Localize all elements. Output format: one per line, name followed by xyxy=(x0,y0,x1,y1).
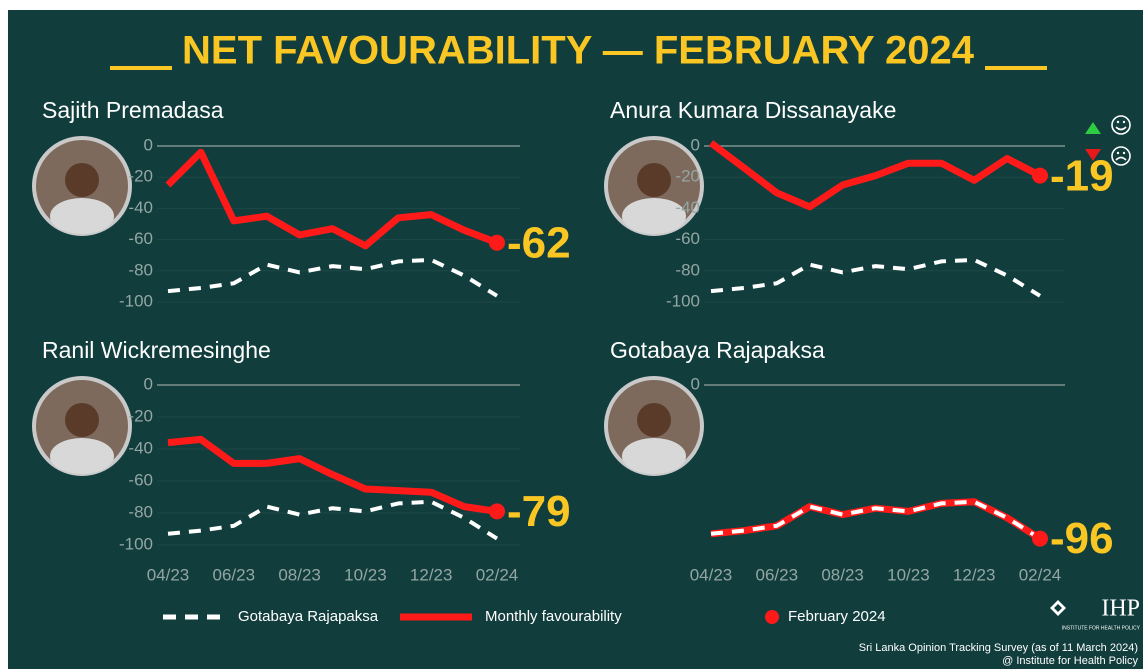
latest-point xyxy=(489,503,505,519)
y-tick-label: -40 xyxy=(128,198,153,217)
legend-label: February 2024 xyxy=(788,608,886,625)
logo: IHP xyxy=(1101,596,1140,622)
y-tick-label: -80 xyxy=(675,260,700,279)
portrait-figure xyxy=(50,198,114,234)
x-tick-label: 04/23 xyxy=(690,565,733,584)
y-tick-label: 0 xyxy=(144,135,153,154)
x-tick-label: 02/24 xyxy=(1019,565,1062,584)
title: NET FAVOURABILITY — FEBRUARY 2024 xyxy=(182,29,975,73)
panel-title: Gotabaya Rajapaksa xyxy=(610,337,825,363)
y-tick-label: 0 xyxy=(144,374,153,393)
portrait-face xyxy=(637,163,671,197)
legend-label: Monthly favourability xyxy=(485,608,622,625)
latest-label: -19 xyxy=(1050,151,1114,200)
x-tick-label: 08/23 xyxy=(821,565,864,584)
y-tick-label: -80 xyxy=(128,260,153,279)
latest-point xyxy=(489,235,505,251)
legend-swatch xyxy=(765,610,779,624)
latest-label: -96 xyxy=(1050,514,1114,563)
latest-point xyxy=(1032,168,1048,184)
credit: @ Institute for Health Policy xyxy=(1002,655,1138,667)
y-tick-label: -100 xyxy=(119,534,153,553)
source: Sri Lanka Opinion Tracking Survey (as of… xyxy=(859,642,1138,654)
y-tick-label: -80 xyxy=(128,502,153,521)
y-tick-label: -60 xyxy=(128,470,153,489)
x-tick-label: 02/24 xyxy=(476,565,519,584)
portrait-face xyxy=(65,403,99,437)
x-tick-label: 06/23 xyxy=(756,565,799,584)
x-tick-label: 12/23 xyxy=(953,565,996,584)
latest-label: -79 xyxy=(507,487,571,536)
y-tick-label: -40 xyxy=(675,198,700,217)
panel-title: Sajith Premadasa xyxy=(42,97,224,123)
y-tick-label: -60 xyxy=(128,229,153,248)
y-tick-label: -100 xyxy=(666,291,700,310)
y-tick-label: -40 xyxy=(128,438,153,457)
x-tick-label: 12/23 xyxy=(410,565,453,584)
y-tick-label: -20 xyxy=(128,406,153,425)
portrait-figure xyxy=(50,438,114,474)
portrait-face xyxy=(65,163,99,197)
legend-label: Gotabaya Rajapaksa xyxy=(238,608,379,625)
y-tick-label: -20 xyxy=(675,167,700,186)
latest-point xyxy=(1032,531,1048,547)
y-tick-label: -20 xyxy=(128,167,153,186)
latest-label: -62 xyxy=(507,218,571,267)
panel-title: Ranil Wickremesinghe xyxy=(42,337,271,363)
panel-title: Anura Kumara Dissanayake xyxy=(610,97,896,123)
x-tick-label: 10/23 xyxy=(887,565,930,584)
y-tick-label: 0 xyxy=(691,374,700,393)
logo-sub: INSTITUTE FOR HEALTH POLICY xyxy=(1062,625,1141,631)
y-tick-label: 0 xyxy=(691,135,700,154)
x-tick-label: 10/23 xyxy=(344,565,387,584)
portrait-figure xyxy=(622,438,686,474)
x-tick-label: 06/23 xyxy=(213,565,256,584)
infographic: NET FAVOURABILITY — FEBRUARY 2024 Gotaba… xyxy=(0,0,1143,669)
y-tick-label: -60 xyxy=(675,229,700,248)
x-tick-label: 08/23 xyxy=(278,565,321,584)
x-tick-label: 04/23 xyxy=(147,565,190,584)
y-tick-label: -100 xyxy=(119,291,153,310)
portrait-face xyxy=(637,403,671,437)
